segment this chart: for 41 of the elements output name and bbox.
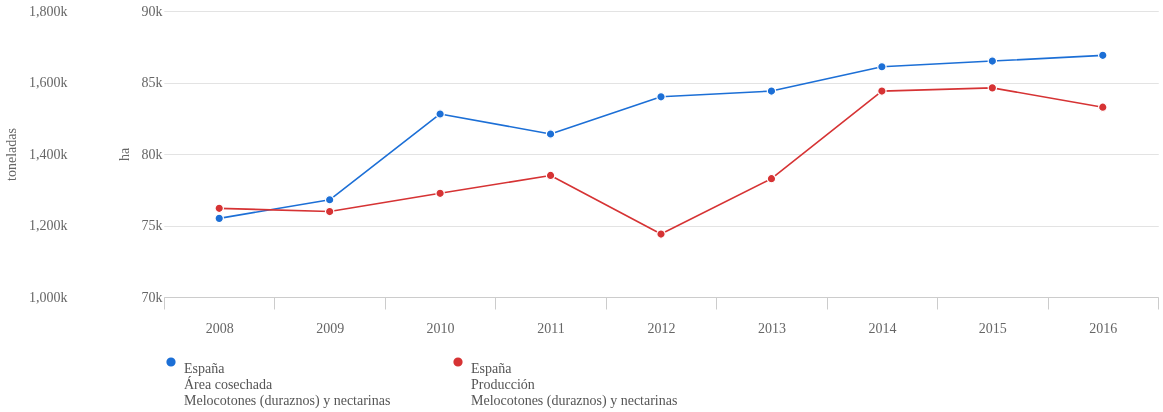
point bbox=[877, 62, 887, 72]
point bbox=[324, 194, 335, 205]
y2-tick-label: 85k bbox=[141, 75, 163, 90]
point bbox=[656, 92, 666, 102]
y2-tick-label: 80k bbox=[141, 146, 163, 162]
legend-label: España Producción Melocotones (duraznos) y nectarinas bbox=[471, 361, 678, 409]
x-tick-label: 2010 bbox=[426, 320, 455, 336]
point bbox=[545, 170, 556, 181]
y-tick-label: 1,000k bbox=[29, 289, 68, 305]
point bbox=[766, 86, 777, 96]
y2-tick-label: 75k bbox=[141, 218, 163, 233]
point bbox=[545, 129, 556, 139]
point bbox=[214, 203, 225, 214]
x-tick-label: 2016 bbox=[1089, 320, 1118, 336]
y2-tick-label: 70k bbox=[141, 289, 163, 305]
x-tick-label: 2014 bbox=[868, 320, 897, 336]
point bbox=[656, 229, 666, 239]
y-tick-label: 1,400k bbox=[29, 146, 68, 162]
x-tick-label: 2008 bbox=[205, 320, 234, 336]
point bbox=[435, 109, 445, 119]
point bbox=[987, 56, 998, 66]
y-tick-label: 1,200k bbox=[29, 218, 68, 233]
point bbox=[435, 188, 445, 199]
point bbox=[214, 213, 225, 224]
x-tick-label: 2011 bbox=[537, 320, 565, 336]
y-axis-title: toneladas bbox=[4, 128, 19, 181]
point bbox=[877, 86, 887, 96]
point bbox=[1097, 50, 1108, 61]
x-tick-label: 2015 bbox=[978, 320, 1007, 336]
y2-axis-title: ha bbox=[116, 147, 132, 162]
y-tick-label: 1,800k bbox=[29, 3, 68, 19]
x-tick-label: 2009 bbox=[316, 320, 345, 336]
x-tick-label: 2013 bbox=[757, 320, 786, 336]
point bbox=[1097, 102, 1108, 112]
y2-tick-label: 90k bbox=[141, 3, 163, 19]
point bbox=[987, 83, 998, 93]
point bbox=[766, 173, 777, 184]
legend-label: España Área cosechada Melocotones (duraznos) y nectarinas bbox=[184, 361, 391, 409]
y-tick-label: 1,600k bbox=[29, 75, 68, 90]
x-tick-label: 2012 bbox=[647, 320, 676, 336]
point bbox=[324, 206, 335, 217]
